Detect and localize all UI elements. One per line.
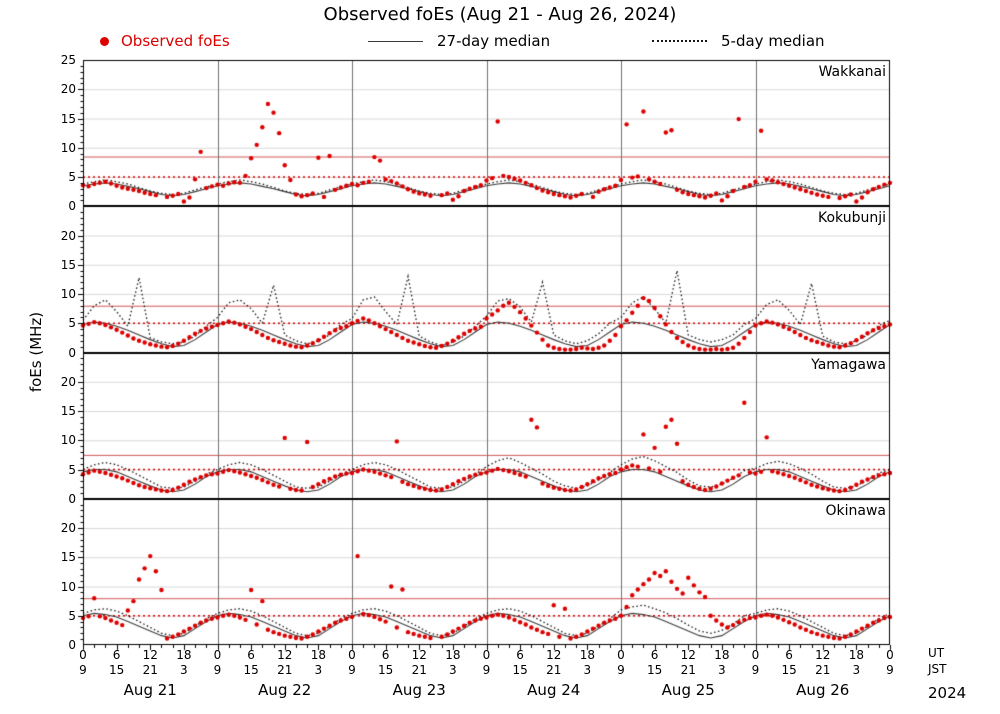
x-day-label: Aug 23	[392, 681, 446, 699]
x-tick-label-jst: 9	[79, 663, 87, 677]
x-tick-label-jst: 15	[646, 663, 663, 677]
median27-line-icon	[368, 40, 423, 42]
y-tick-label: 5	[68, 316, 76, 331]
y-tick-label: 5	[68, 462, 76, 477]
x-tick-label-ut: 6	[785, 648, 793, 662]
jst-axis-label: JST	[928, 662, 947, 676]
x-tick-label-jst: 15	[108, 663, 125, 677]
x-tick-label-ut: 0	[617, 648, 625, 662]
median5-line-icon	[652, 40, 707, 42]
x-day-label: Aug 25	[661, 681, 715, 699]
y-tick-label: 15	[60, 550, 76, 565]
station-label: Yamagawa	[811, 356, 886, 373]
x-tick-label-jst: 9	[213, 663, 222, 677]
x-tick-label-ut: 0	[482, 648, 491, 662]
y-tick-label: 5	[68, 170, 76, 184]
x-tick-label-jst: 3	[180, 663, 188, 677]
x-tick-label-ut: 18	[848, 648, 865, 662]
x-tick-label-jst: 15	[377, 663, 394, 677]
x-tick-label-ut: 0	[213, 648, 222, 662]
x-day-label: Aug 24	[527, 681, 581, 699]
ut-axis-label: UT	[928, 646, 945, 660]
year-label: 2024	[928, 684, 967, 702]
x-tick-label-ut: 12	[546, 648, 562, 662]
y-tick-label: 20	[60, 374, 76, 389]
y-tick-label: 0	[68, 199, 76, 214]
y-tick-label: 25	[60, 53, 76, 67]
y-tick-label: 10	[60, 579, 76, 594]
x-tick-label-jst: 15	[512, 663, 528, 677]
x-tick-label-jst: 15	[781, 663, 797, 677]
y-tick-label: 20	[60, 521, 76, 535]
x-tick-label-ut: 18	[579, 648, 596, 662]
legend-median5: 5-day median	[652, 31, 825, 51]
legend-median27-label: 27-day median	[437, 32, 551, 50]
x-tick-label-ut: 6	[650, 648, 659, 662]
y-tick-label: 10	[60, 433, 76, 448]
y-tick-label: 20	[60, 82, 76, 97]
x-tick-label-jst: 21	[411, 663, 427, 677]
x-tick-label-jst: 3	[449, 663, 457, 677]
y-tick-label: 10	[60, 140, 76, 155]
x-tick-label-jst: 21	[546, 663, 562, 677]
x-tick-label-jst: 21	[277, 663, 293, 677]
x-tick-label-ut: 0	[886, 648, 894, 662]
x-day-label: Aug 22	[258, 681, 312, 699]
x-tick-label-ut: 0	[751, 648, 760, 662]
x-tick-label-ut: 12	[680, 648, 696, 662]
x-tick-label-ut: 6	[516, 648, 524, 662]
x-tick-label-jst: 21	[815, 663, 831, 677]
y-tick-label: 10	[60, 287, 76, 301]
y-tick-label: 15	[60, 404, 76, 418]
x-tick-label-jst: 9	[482, 663, 491, 677]
x-tick-label-ut: 6	[381, 648, 390, 662]
x-tick-label-ut: 18	[445, 648, 461, 662]
legend-observed: Observed foEs	[100, 31, 230, 51]
x-tick-label-jst: 3	[583, 663, 592, 677]
y-tick-label: 0	[68, 345, 76, 360]
legend-median27: 27-day median	[368, 31, 550, 51]
chart-title: Observed foEs (Aug 21 - Aug 26, 2024)	[323, 4, 677, 25]
y-tick-label: 0	[68, 491, 76, 506]
y-tick-label: 0	[68, 638, 76, 652]
x-tick-label-ut: 12	[815, 648, 831, 662]
x-tick-label-ut: 18	[310, 648, 327, 662]
x-tick-label-jst: 9	[751, 663, 760, 677]
x-tick-label-jst: 3	[852, 663, 861, 677]
station-label: Kokubunji	[817, 210, 886, 227]
y-tick-label: 5	[68, 608, 76, 623]
x-tick-label-ut: 12	[411, 648, 427, 662]
x-tick-label-ut: 6	[112, 648, 121, 662]
x-tick-label-ut: 0	[348, 648, 356, 662]
y-tick-label: 15	[60, 257, 76, 272]
x-tick-label-jst: 21	[680, 663, 696, 677]
x-tick-label-jst: 9	[348, 663, 356, 677]
x-tick-label-jst: 15	[243, 663, 259, 677]
x-tick-label-ut: 18	[714, 648, 730, 662]
x-day-label: Aug 26	[796, 681, 850, 699]
station-label: Okinawa	[825, 502, 887, 519]
y-tick-label: 15	[60, 111, 76, 126]
x-day-label: Aug 21	[123, 681, 177, 699]
x-tick-label-jst: 21	[142, 663, 158, 677]
x-tick-label-jst: 9	[617, 663, 625, 677]
x-tick-label-ut: 12	[277, 648, 293, 662]
y-tick-label: 20	[60, 228, 76, 243]
legend-observed-label: Observed foEs	[121, 32, 230, 50]
x-tick-label-ut: 18	[176, 648, 192, 662]
station-label: Wakkanai	[818, 64, 886, 80]
observed-dot-icon	[100, 36, 109, 46]
x-tick-label-jst: 9	[886, 663, 894, 677]
x-tick-label-jst: 3	[314, 663, 323, 677]
x-tick-label-ut: 12	[142, 648, 158, 662]
x-tick-label-ut: 6	[247, 648, 255, 662]
x-tick-label-jst: 3	[718, 663, 726, 677]
legend-median5-label: 5-day median	[721, 32, 825, 50]
x-tick-label-ut: 0	[79, 648, 87, 662]
